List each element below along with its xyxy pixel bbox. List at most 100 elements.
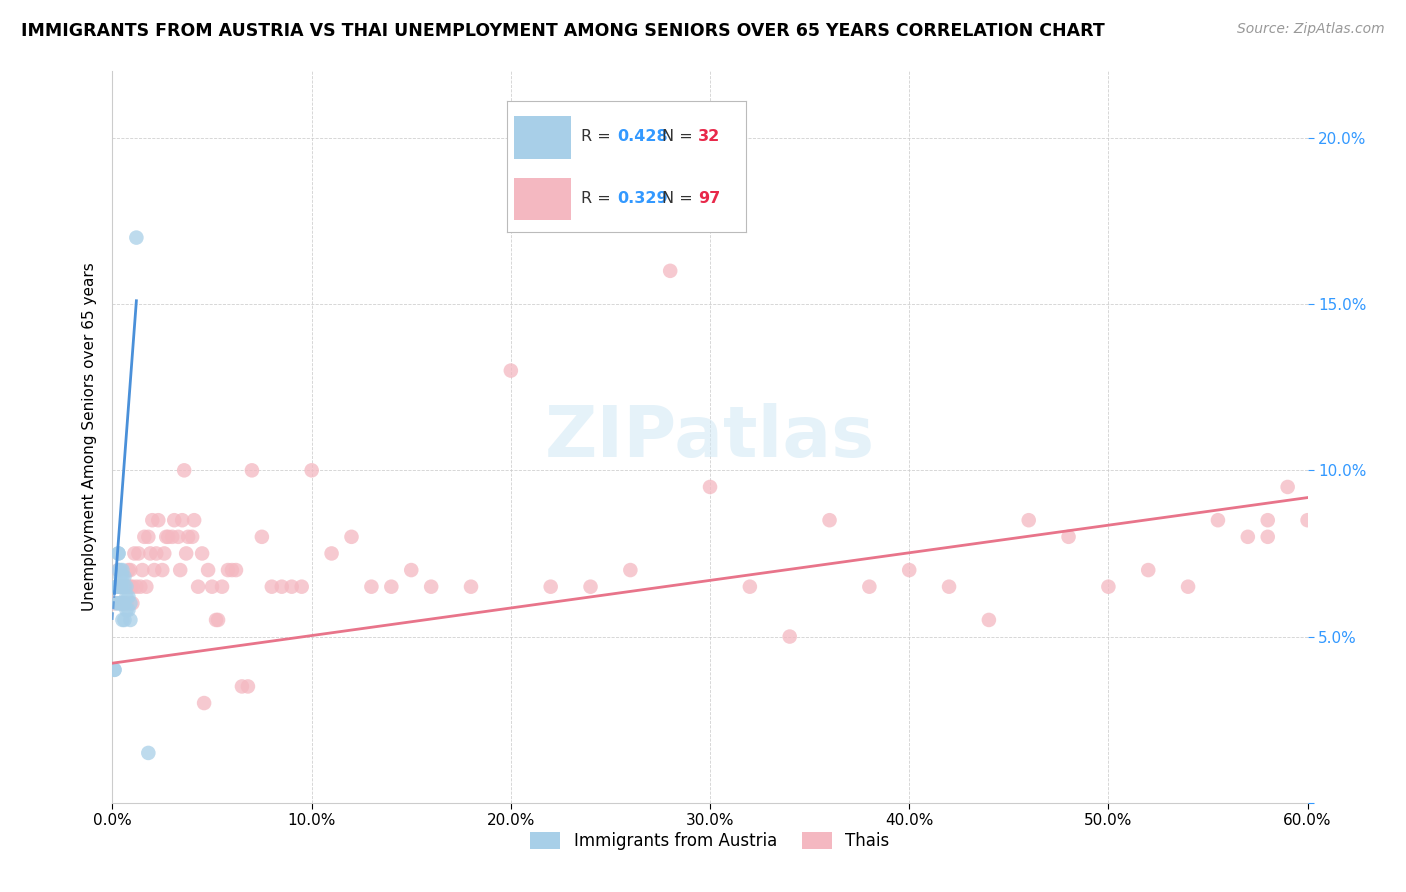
- Point: [138, 746, 160, 760]
- Point: [115, 596, 138, 610]
- Point: [107, 596, 129, 610]
- Point: [236, 680, 259, 694]
- Point: [134, 530, 156, 544]
- Point: [169, 563, 191, 577]
- Point: [148, 513, 170, 527]
- Point: [205, 613, 228, 627]
- Point: [291, 580, 314, 594]
- Point: [121, 596, 143, 610]
- Point: [141, 513, 163, 527]
- Point: [1257, 513, 1279, 527]
- Point: [111, 596, 134, 610]
- Point: [1237, 530, 1260, 544]
- Point: [360, 580, 382, 594]
- Point: [1057, 530, 1080, 544]
- Point: [201, 580, 224, 594]
- Point: [231, 680, 253, 694]
- Point: [127, 546, 149, 560]
- Point: [115, 603, 138, 617]
- Point: [191, 546, 214, 560]
- Point: [1336, 696, 1358, 710]
- Point: [197, 563, 219, 577]
- Point: [281, 580, 304, 594]
- Point: [105, 580, 128, 594]
- Point: [619, 563, 641, 577]
- Point: [181, 530, 204, 544]
- Legend: Immigrants from Austria, Thais: Immigrants from Austria, Thais: [524, 825, 896, 856]
- Point: [779, 630, 801, 644]
- Point: [301, 463, 323, 477]
- Text: Source: ZipAtlas.com: Source: ZipAtlas.com: [1237, 22, 1385, 37]
- Point: [143, 563, 166, 577]
- Point: [193, 696, 215, 710]
- Point: [579, 580, 602, 594]
- Point: [111, 570, 134, 584]
- Point: [110, 596, 132, 610]
- Point: [110, 580, 132, 594]
- Point: [1018, 513, 1040, 527]
- Point: [139, 546, 162, 560]
- Point: [135, 580, 157, 594]
- Point: [103, 663, 125, 677]
- Point: [125, 580, 148, 594]
- Y-axis label: Unemployment Among Seniors over 65 years: Unemployment Among Seniors over 65 years: [82, 263, 97, 611]
- Point: [124, 546, 146, 560]
- Point: [114, 613, 135, 627]
- Point: [125, 230, 148, 244]
- Point: [172, 513, 194, 527]
- Point: [174, 546, 197, 560]
- Point: [117, 580, 139, 594]
- Point: [105, 596, 128, 610]
- Point: [1206, 513, 1229, 527]
- Point: [114, 596, 135, 610]
- Point: [115, 580, 138, 594]
- Point: [499, 363, 522, 377]
- Point: [699, 480, 721, 494]
- Point: [105, 580, 128, 594]
- Point: [1137, 563, 1160, 577]
- Point: [187, 580, 209, 594]
- Point: [321, 546, 343, 560]
- Point: [153, 546, 176, 560]
- Point: [120, 596, 142, 610]
- Point: [111, 563, 134, 577]
- Point: [1177, 580, 1199, 594]
- Point: [107, 580, 129, 594]
- Point: [110, 580, 132, 594]
- Point: [129, 580, 152, 594]
- Point: [157, 530, 180, 544]
- Point: [114, 570, 135, 584]
- Point: [221, 563, 243, 577]
- Point: [107, 546, 129, 560]
- Point: [250, 530, 273, 544]
- Point: [114, 596, 135, 610]
- Point: [240, 463, 263, 477]
- Point: [111, 613, 134, 627]
- Point: [117, 590, 139, 604]
- Point: [163, 513, 186, 527]
- Point: [401, 563, 423, 577]
- Point: [131, 563, 153, 577]
- Point: [110, 596, 132, 610]
- Point: [380, 580, 402, 594]
- Point: [1316, 663, 1339, 677]
- Point: [225, 563, 247, 577]
- Point: [114, 580, 135, 594]
- Point: [117, 563, 139, 577]
- Point: [114, 580, 135, 594]
- Point: [977, 613, 1000, 627]
- Point: [1277, 480, 1299, 494]
- Point: [120, 580, 142, 594]
- Point: [107, 563, 129, 577]
- Point: [183, 513, 205, 527]
- Text: IMMIGRANTS FROM AUSTRIA VS THAI UNEMPLOYMENT AMONG SENIORS OVER 65 YEARS CORRELA: IMMIGRANTS FROM AUSTRIA VS THAI UNEMPLOY…: [21, 22, 1105, 40]
- Point: [938, 580, 960, 594]
- Point: [150, 563, 173, 577]
- Point: [115, 580, 138, 594]
- Point: [155, 530, 177, 544]
- Point: [103, 663, 125, 677]
- Point: [1257, 530, 1279, 544]
- Point: [1097, 580, 1119, 594]
- Point: [738, 580, 761, 594]
- Point: [103, 596, 125, 610]
